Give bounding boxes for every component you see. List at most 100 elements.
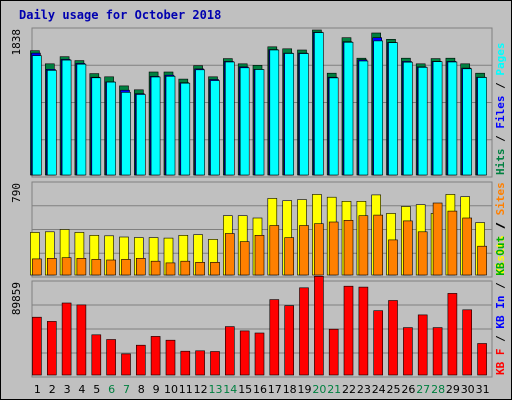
- day-label: 8: [138, 383, 145, 396]
- bot-bar-kb-f: [254, 332, 265, 376]
- top-bar-pages: [269, 49, 280, 176]
- mid-bar-sites: [150, 260, 161, 276]
- bot-bar-kb-f: [180, 350, 191, 376]
- top-bar-pages: [46, 70, 57, 176]
- bot-bar-kb-f: [343, 285, 354, 376]
- mid-legend-item: Visits: [494, 235, 507, 275]
- mid-bar-sites: [180, 260, 191, 276]
- mid-bar-sites: [462, 217, 473, 276]
- top-bar-pages: [373, 40, 384, 176]
- day-label: 7: [123, 383, 130, 396]
- top-legend-item: /: [494, 82, 507, 96]
- mid-bar-sites: [225, 233, 235, 276]
- day-label: 17: [268, 383, 282, 396]
- bot-bar-kb-f: [106, 339, 116, 376]
- mid-bar-sites: [373, 214, 384, 276]
- day-label: 11: [179, 383, 193, 396]
- top-bar-pages: [195, 69, 205, 176]
- bot-bar-kb-f: [195, 350, 205, 376]
- mid-bar-sites: [343, 220, 354, 276]
- top-bar-pages: [343, 41, 354, 176]
- bot-bar-kb-f: [373, 310, 384, 376]
- mid-ymax-label: 790: [10, 183, 23, 203]
- day-label: 22: [342, 383, 356, 396]
- bot-bar-kb-f: [225, 326, 235, 376]
- top-bar-pages: [136, 94, 146, 176]
- top-bar-pages: [106, 81, 116, 176]
- day-label: 10: [164, 383, 178, 396]
- bot-bar-kb-f: [358, 286, 369, 376]
- day-label: 23: [357, 383, 371, 396]
- day-label: 21: [327, 383, 341, 396]
- bot-bar-kb-f: [432, 327, 443, 376]
- top-bar-pages: [432, 61, 443, 176]
- top-bar-pages: [165, 76, 176, 176]
- day-label: 14: [223, 383, 237, 396]
- bot-bar-kb-f: [32, 316, 42, 376]
- mid-bar-sites: [447, 210, 458, 276]
- bot-bar-kb-f: [210, 351, 220, 376]
- mid-bar-sites: [328, 221, 339, 276]
- mid-bar-sites: [195, 261, 205, 276]
- top-bar-pages: [32, 55, 42, 176]
- mid-bar-sites: [432, 202, 443, 276]
- bot-bar-kb-f: [477, 343, 487, 376]
- bot-bar-kb-f: [328, 328, 339, 376]
- top-legend: Hits / Files / Pages: [494, 43, 507, 176]
- day-label: 9: [153, 383, 160, 396]
- day-label: 4: [78, 383, 85, 396]
- bot-legend: KB F / KB In / KB Out /: [494, 222, 507, 375]
- bot-legend-item: /: [494, 222, 507, 236]
- top-legend-item: Files: [494, 96, 507, 136]
- top-legend-item: Hits: [494, 149, 507, 176]
- top-bar-pages: [462, 68, 473, 176]
- mid-bar-sites: [76, 257, 87, 276]
- top-legend-item: Pages: [494, 43, 507, 83]
- top-bar-pages: [210, 80, 220, 176]
- top-bar-pages: [358, 60, 369, 176]
- bot-bar-kb-f: [165, 339, 176, 376]
- top-bar-pages: [121, 92, 131, 176]
- day-label: 18: [283, 383, 297, 396]
- bot-bar-kb-f: [388, 300, 398, 376]
- day-label: 27: [416, 383, 430, 396]
- bot-bar-kb-f: [61, 302, 72, 376]
- mid-bar-sites: [210, 261, 220, 276]
- top-bar-pages: [150, 76, 161, 176]
- bot-bar-kb-f: [417, 314, 428, 376]
- mid-bar-sites: [91, 259, 102, 276]
- day-label: 20: [312, 383, 326, 396]
- mid-bar-sites: [61, 257, 72, 276]
- day-label: 15: [238, 383, 252, 396]
- day-label: 1: [34, 383, 41, 396]
- top-bar-pages: [61, 59, 72, 176]
- bot-bar-kb-f: [46, 321, 57, 376]
- day-label: 12: [194, 383, 208, 396]
- mid-bar-sites: [314, 223, 324, 276]
- top-ymax-label: 1838: [10, 29, 23, 56]
- top-bar-pages: [447, 61, 458, 176]
- mid-bar-sites: [165, 262, 176, 276]
- bot-bar-kb-f: [136, 344, 146, 376]
- top-bar-pages: [403, 61, 413, 176]
- mid-bar-sites: [106, 259, 116, 276]
- day-label: 26: [401, 383, 415, 396]
- bot-bar-kb-f: [447, 293, 458, 376]
- top-bar-pages: [180, 82, 191, 176]
- top-bar-pages: [388, 42, 398, 176]
- day-label: 28: [431, 383, 445, 396]
- mid-legend: Visits / Sites: [494, 182, 507, 275]
- top-legend-item: /: [494, 135, 507, 149]
- chart-title: Daily usage for October 2018: [19, 8, 221, 22]
- mid-bar-sites: [477, 245, 487, 276]
- bot-bar-kb-f: [239, 330, 250, 376]
- day-label: 19: [298, 383, 312, 396]
- mid-bar-sites: [136, 257, 146, 276]
- day-label: 5: [93, 383, 100, 396]
- bot-bar-kb-f: [284, 305, 295, 376]
- top-bar-pages: [254, 69, 265, 176]
- day-label: 6: [108, 383, 115, 396]
- bot-legend-item: KB F: [494, 349, 507, 376]
